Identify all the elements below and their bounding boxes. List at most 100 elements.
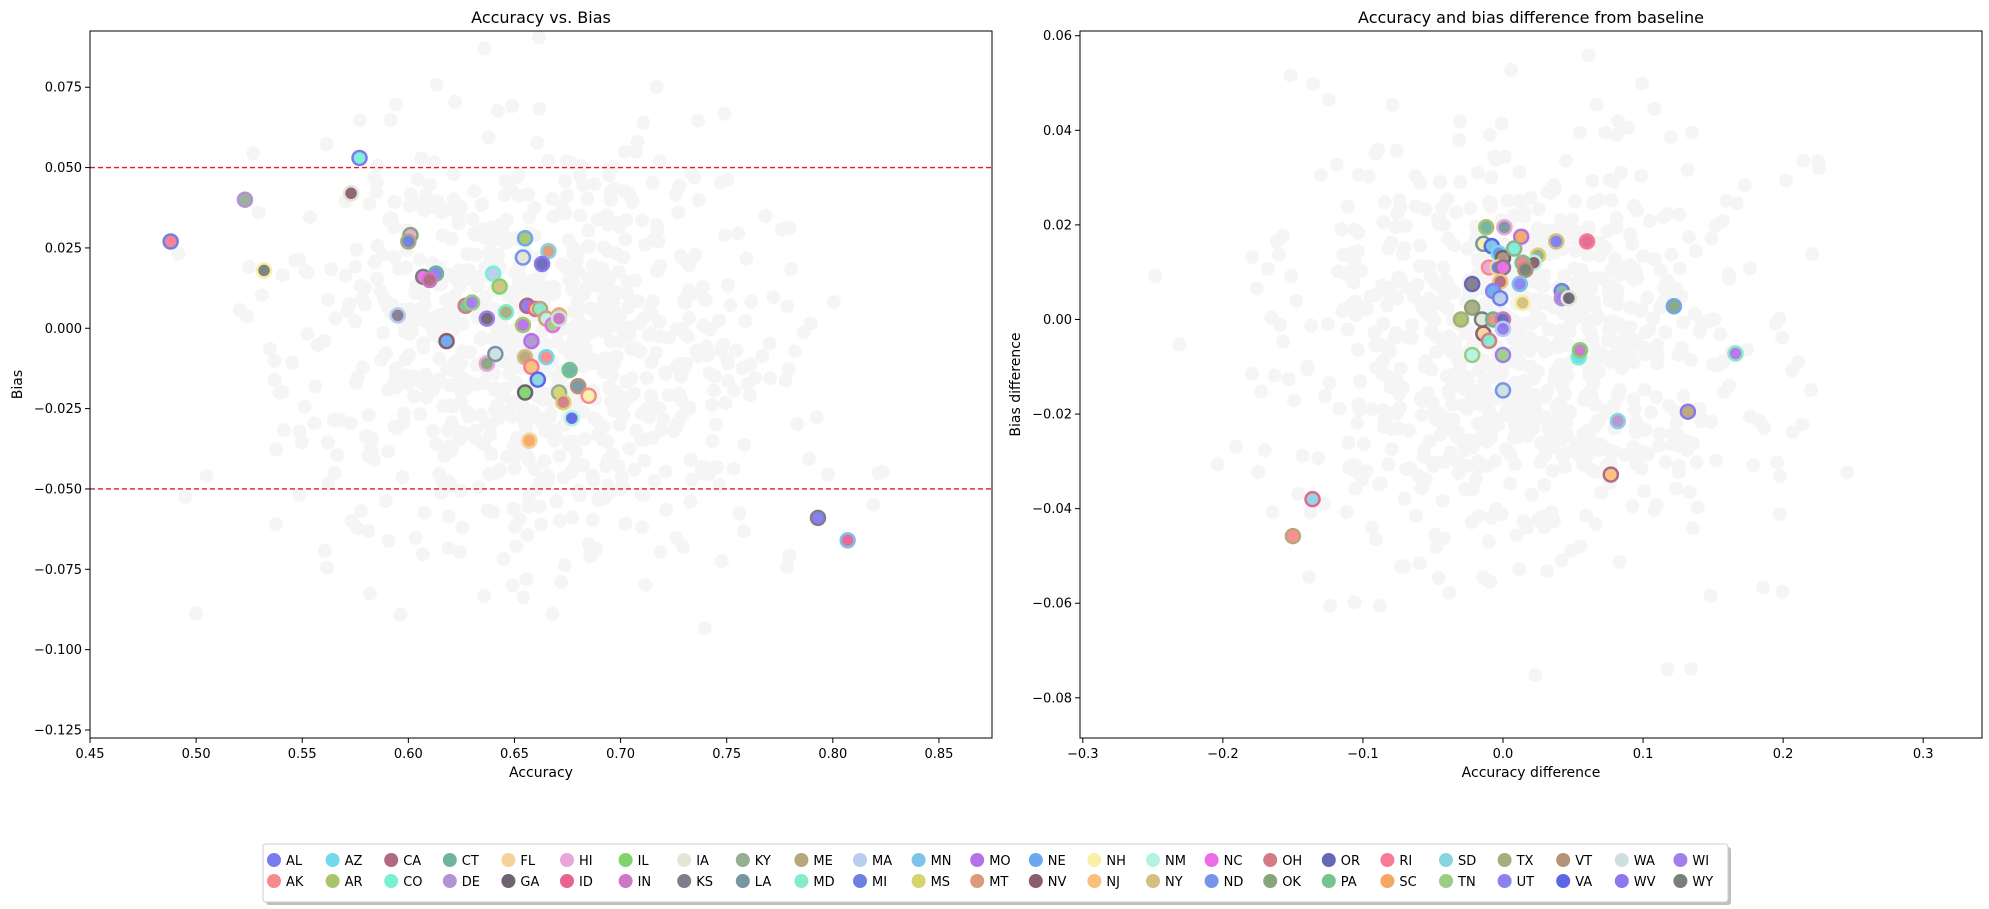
background-point (1569, 436, 1584, 451)
background-point (1452, 133, 1467, 147)
background-point (490, 103, 505, 118)
background-point (1540, 184, 1555, 199)
y-tick-label: −0.06 (1032, 597, 1072, 612)
background-point (1523, 190, 1538, 205)
background-point (1391, 421, 1406, 436)
background-point (652, 314, 667, 329)
background-point (618, 516, 633, 531)
background-point (1641, 447, 1656, 461)
data-point (569, 377, 587, 395)
background-point (1245, 250, 1260, 265)
background-point (1267, 368, 1282, 383)
background-point (1773, 468, 1787, 483)
data-point (1494, 382, 1512, 399)
background-point (649, 345, 664, 360)
background-point (576, 458, 591, 472)
background-point (1663, 130, 1678, 145)
legend-marker (1439, 874, 1453, 888)
background-point (1372, 477, 1387, 492)
background-point (705, 398, 719, 412)
background-point (455, 520, 470, 535)
background-point (369, 185, 384, 200)
background-point (587, 411, 602, 426)
background-point (1513, 357, 1528, 372)
background-point (707, 383, 722, 398)
data-point (478, 310, 496, 327)
background-point (321, 292, 336, 307)
background-point (1526, 421, 1541, 436)
background-point (1507, 430, 1521, 445)
background-point (500, 449, 515, 464)
background-point (1504, 62, 1518, 77)
background-point (272, 385, 287, 400)
background-point (634, 433, 649, 447)
background-point (1437, 217, 1452, 232)
background-point (1287, 393, 1301, 408)
background-point (659, 502, 674, 517)
background-point (383, 113, 398, 127)
background-point (633, 344, 648, 359)
background-point (635, 520, 650, 535)
legend-marker (1028, 853, 1043, 867)
legend-label: IL (638, 854, 650, 869)
background-point (1389, 407, 1404, 421)
background-point (1572, 125, 1587, 140)
background-point (1660, 662, 1675, 676)
background-point (1642, 322, 1657, 337)
x-tick-label: 0.45 (76, 747, 105, 762)
background-point (613, 334, 628, 349)
background-point (1682, 485, 1697, 500)
background-point (669, 420, 684, 435)
background-point (355, 360, 370, 375)
background-point (1501, 408, 1516, 423)
background-point (1652, 426, 1667, 441)
background-point (638, 237, 652, 252)
x-tick-label: 0.80 (818, 747, 847, 762)
background-point (1479, 373, 1494, 388)
legend-label: OK (1282, 875, 1301, 890)
background-point (628, 144, 643, 159)
background-point (428, 377, 443, 391)
background-point (1637, 382, 1652, 397)
background-point (1381, 241, 1396, 256)
background-point (381, 533, 396, 548)
background-point (636, 311, 651, 326)
background-point (1588, 464, 1603, 479)
background-point (441, 541, 456, 556)
background-point (790, 417, 805, 432)
background-point (1395, 380, 1410, 395)
background-point (1538, 389, 1553, 404)
background-point (758, 208, 773, 223)
background-point (871, 466, 886, 481)
background-point (1481, 195, 1496, 210)
background-point (612, 417, 627, 432)
background-point (1653, 263, 1668, 278)
background-point (1385, 97, 1400, 112)
legend-marker (970, 853, 985, 867)
data-point (255, 262, 273, 279)
background-point (1672, 207, 1687, 222)
background-point (621, 300, 636, 315)
background-point (619, 374, 634, 389)
background-point (541, 153, 556, 168)
background-point (370, 238, 385, 253)
background-point (1746, 458, 1761, 473)
background-point (354, 504, 368, 518)
background-point (656, 412, 671, 427)
background-point (1694, 318, 1709, 333)
background-point (1410, 278, 1425, 293)
background-point (1306, 77, 1321, 92)
data-point (1578, 233, 1596, 250)
background-point (1612, 555, 1627, 569)
x-axis-label: Accuracy (509, 765, 573, 781)
data-point (1514, 294, 1531, 312)
background-point (1840, 465, 1855, 480)
legend-label: ND (1224, 875, 1244, 890)
background-point (1414, 394, 1429, 408)
background-point (262, 342, 277, 357)
background-point (549, 494, 564, 509)
background-point (1708, 219, 1723, 233)
background-point (1448, 335, 1463, 349)
background-point (601, 168, 616, 183)
legend-marker (442, 874, 457, 888)
